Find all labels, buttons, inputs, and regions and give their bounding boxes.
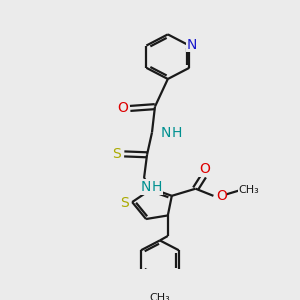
Text: N: N: [161, 126, 171, 140]
Text: S: S: [120, 196, 129, 210]
Text: O: O: [216, 189, 227, 203]
Text: N: N: [187, 38, 197, 52]
Text: O: O: [117, 101, 128, 116]
Text: CH₃: CH₃: [149, 292, 170, 300]
Text: CH₃: CH₃: [239, 185, 260, 196]
Text: O: O: [199, 162, 210, 176]
Text: N: N: [141, 180, 151, 194]
Text: H: H: [172, 126, 182, 140]
Text: S: S: [112, 147, 121, 161]
Text: H: H: [152, 180, 162, 194]
